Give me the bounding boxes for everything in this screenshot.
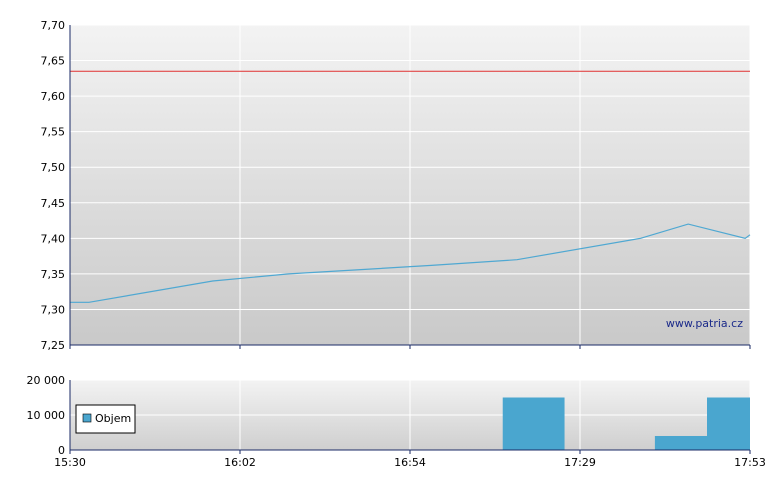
price-y-tick-label: 7,25 [41,339,66,352]
x-tick-label: 15:30 [54,456,86,469]
price-y-tick-label: 7,45 [41,197,66,210]
x-tick-label: 16:02 [224,456,256,469]
price-y-tick-label: 7,65 [41,55,66,68]
volume-bar-1 [654,436,717,450]
legend-swatch [82,413,92,423]
watermark: www.patria.cz [666,317,743,330]
price-y-tick-label: 7,55 [41,126,66,139]
volume-bar-2 [707,397,750,450]
price-chart-panel: 7,70 7,65 7,60 7,55 7,50 7,45 7,40 7,35 7,30 7,25… [41,19,751,352]
price-y-tick-label: 7,30 [41,303,66,316]
x-tick-label: 16:54 [394,456,426,469]
legend: Objem [75,404,136,434]
price-y-tick-label: 7,40 [41,232,66,245]
price-y-tick-label: 7,50 [41,161,66,174]
x-tick-label: 17:29 [564,456,596,469]
price-y-tick-label: 7,60 [41,90,66,103]
volume-chart-panel: 20 000 10 000 015:30 16:02 16:54 17:29 17:53 Ob… [27,374,766,469]
volume-y-tick-label: 20 000 [27,374,66,387]
price-y-tick-label: 7,70 [41,19,66,32]
price-y-tick-label: 7,35 [41,268,66,281]
volume-y-tick-label: 0 [58,444,65,457]
x-tick-label: 17:53 [734,456,766,469]
volume-bar-0 [502,397,565,450]
volume-y-tick-label: 10 000 [27,409,66,422]
price-series-line [70,223,751,303]
legend-label: Objem [95,412,131,425]
